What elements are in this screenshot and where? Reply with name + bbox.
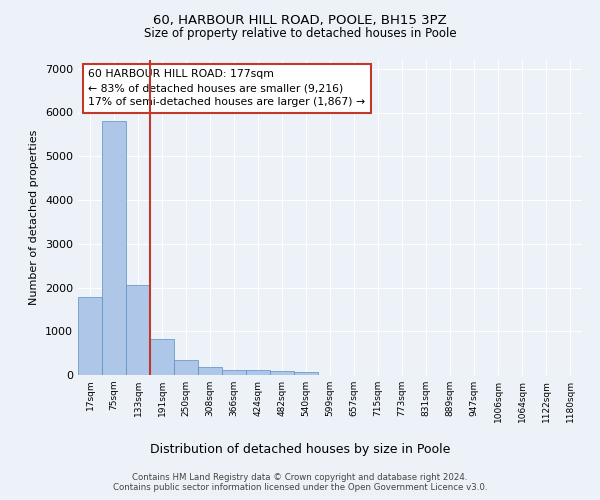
Bar	[102, 121, 126, 375]
Text: 60, HARBOUR HILL ROAD, POOLE, BH15 3PZ: 60, HARBOUR HILL ROAD, POOLE, BH15 3PZ	[153, 14, 447, 27]
Y-axis label: Number of detached properties: Number of detached properties	[29, 130, 40, 305]
Bar	[150, 338, 174, 375]
Text: 60 HARBOUR HILL ROAD: 177sqm
← 83% of detached houses are smaller (9,216)
17% of: 60 HARBOUR HILL ROAD: 177sqm ← 83% of de…	[88, 70, 365, 108]
Text: Contains public sector information licensed under the Open Government Licence v3: Contains public sector information licen…	[113, 484, 487, 492]
Bar	[174, 360, 198, 375]
Bar	[270, 371, 294, 375]
Bar	[246, 370, 270, 375]
Text: Contains HM Land Registry data © Crown copyright and database right 2024.: Contains HM Land Registry data © Crown c…	[132, 472, 468, 482]
Bar	[126, 285, 150, 375]
Text: Size of property relative to detached houses in Poole: Size of property relative to detached ho…	[143, 28, 457, 40]
Bar	[222, 370, 246, 375]
Bar	[198, 366, 222, 375]
Text: Distribution of detached houses by size in Poole: Distribution of detached houses by size …	[150, 442, 450, 456]
Bar	[294, 372, 318, 375]
Bar	[78, 297, 102, 375]
